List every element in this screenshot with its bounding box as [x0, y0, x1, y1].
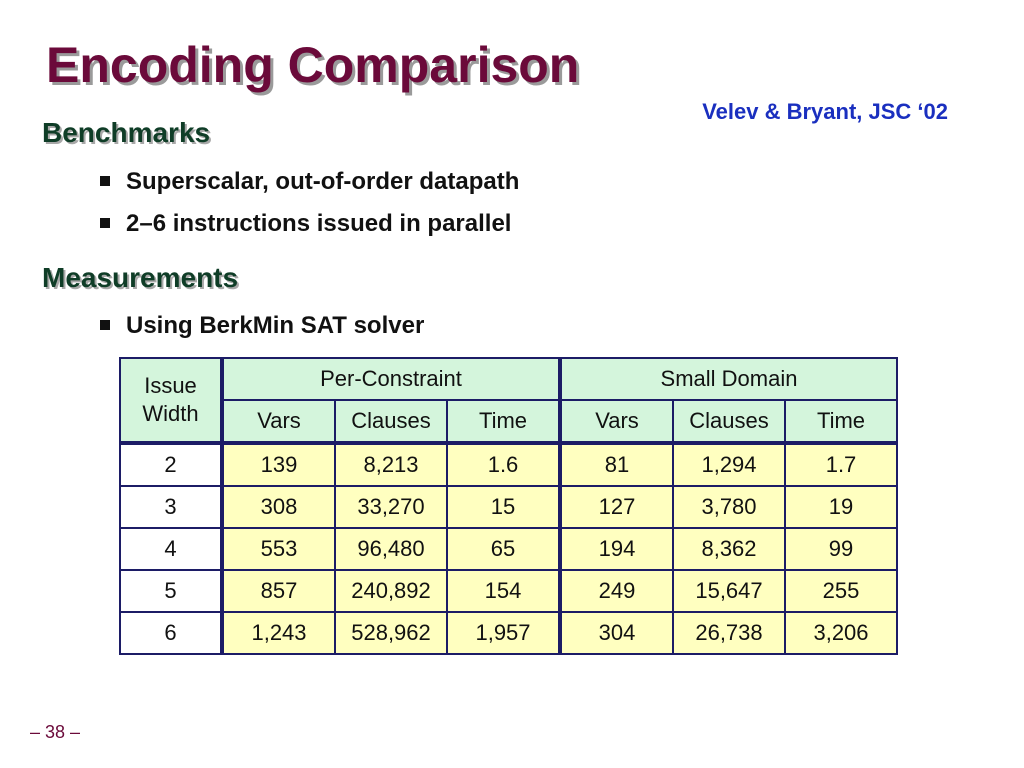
- table-cell: 553: [220, 527, 336, 571]
- bullet-item: Using BerkMin SAT solver: [100, 312, 424, 340]
- table-cell: 139: [220, 441, 336, 487]
- square-bullet-icon: [100, 175, 110, 186]
- table-row: 6 1,243 528,962 1,957 304 26,738 3,206: [119, 611, 898, 655]
- group-header-per-constraint: Per-Constraint: [220, 357, 561, 401]
- section-heading-benchmarks: Benchmarks: [42, 117, 211, 148]
- table-cell: 3,206: [784, 611, 898, 655]
- citation: Velev & Bryant, JSC ‘02: [702, 99, 948, 124]
- table-cell: 194: [558, 527, 674, 571]
- bullet-text: Superscalar, out-of-order datapath: [126, 168, 520, 195]
- column-header: Time: [784, 399, 898, 444]
- bullet-item: Superscalar, out-of-order datapath: [100, 168, 519, 196]
- table-cell: 1.6: [446, 441, 561, 487]
- table-row: 5 857 240,892 154 249 15,647 255: [119, 569, 898, 613]
- table-header-row: Issue Width Per-Constraint Small Domain: [119, 357, 898, 444]
- table-subheader-row: Vars Clauses Time Vars Clauses Time: [120, 399, 898, 444]
- column-header: Clauses: [334, 399, 448, 444]
- section-heading-measurements: Measurements: [42, 262, 239, 293]
- table-row: 4 553 96,480 65 194 8,362 99: [119, 527, 898, 571]
- table-cell: 8,362: [672, 527, 786, 571]
- table-cell: 154: [446, 569, 561, 613]
- bullet-text: Using BerkMin SAT solver: [126, 312, 425, 339]
- column-header: Vars: [558, 399, 674, 444]
- table-cell: 1,957: [446, 611, 561, 655]
- table-cell: 249: [558, 569, 674, 613]
- table-cell: 33,270: [334, 485, 448, 529]
- table-cell: 19: [784, 485, 898, 529]
- square-bullet-icon: [100, 217, 110, 228]
- table-cell: 304: [558, 611, 674, 655]
- issue-width-cell: 2: [119, 441, 223, 487]
- table-cell: 99: [784, 527, 898, 571]
- issue-width-cell: 6: [119, 611, 223, 655]
- table-cell: 1,243: [220, 611, 336, 655]
- table-cell: 857: [220, 569, 336, 613]
- comparison-table: Issue Width Per-Constraint Small Domain …: [119, 357, 898, 655]
- table-cell: 528,962: [334, 611, 448, 655]
- comparison-table-container: Issue Width Per-Constraint Small Domain …: [119, 357, 898, 655]
- table-cell: 8,213: [334, 441, 448, 487]
- table-cell: 3,780: [672, 485, 786, 529]
- table-cell: 65: [446, 527, 561, 571]
- column-header: Time: [446, 399, 561, 444]
- slide-title: Encoding Comparison: [46, 37, 580, 93]
- square-bullet-icon: [100, 319, 110, 330]
- table-cell: 26,738: [672, 611, 786, 655]
- table-cell: 15: [446, 485, 561, 529]
- bullet-text: 2–6 instructions issued in parallel: [126, 210, 512, 237]
- table-cell: 255: [784, 569, 898, 613]
- table-cell: 1.7: [784, 441, 898, 487]
- table-cell: 1,294: [672, 441, 786, 487]
- column-header: Clauses: [672, 399, 786, 444]
- table-cell: 15,647: [672, 569, 786, 613]
- issue-width-cell: 3: [119, 485, 223, 529]
- table-cell: 308: [220, 485, 336, 529]
- table-cell: 81: [558, 441, 674, 487]
- table-cell: 127: [558, 485, 674, 529]
- table-cell: 96,480: [334, 527, 448, 571]
- table-row: 3 308 33,270 15 127 3,780 19: [119, 485, 898, 529]
- issue-width-cell: 4: [119, 527, 223, 571]
- table-cell: 240,892: [334, 569, 448, 613]
- page-number: – 38 –: [30, 722, 81, 742]
- issue-width-header: Issue Width: [119, 357, 223, 444]
- issue-width-cell: 5: [119, 569, 223, 613]
- column-header: Vars: [220, 399, 336, 444]
- group-header-small-domain: Small Domain: [558, 357, 898, 401]
- table-row: 2 139 8,213 1.6 81 1,294 1.7: [119, 441, 898, 487]
- bullet-item: 2–6 instructions issued in parallel: [100, 210, 511, 238]
